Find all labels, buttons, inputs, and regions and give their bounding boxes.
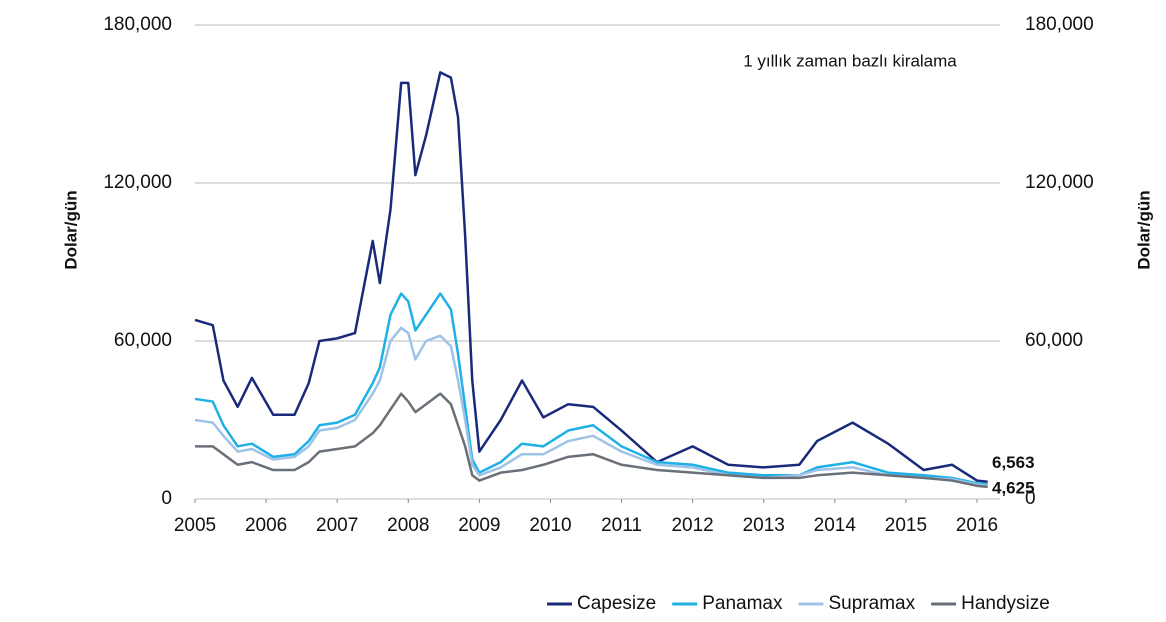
series-line	[194, 326, 988, 488]
x-tick-label: 2010	[529, 515, 571, 536]
legend-label: Panamax	[702, 593, 783, 614]
x-tick-label: 2011	[601, 515, 642, 536]
x-tick-label: 2008	[387, 515, 429, 536]
series-line	[194, 71, 988, 483]
y2-tick-label: 120,000	[1025, 172, 1094, 193]
x-tick-label: 2005	[174, 515, 216, 536]
y2-axis-label: Dolar/gün	[1134, 190, 1153, 269]
x-tick-label: 2014	[814, 515, 857, 536]
x-tick-label: 2015	[885, 515, 927, 536]
end-label: 6,563	[992, 453, 1035, 472]
y-tick-label: 120,000	[103, 172, 172, 193]
x-tick-label: 2016	[956, 515, 998, 536]
y-axis-label: Dolar/gün	[61, 190, 80, 269]
legend-label: Supramax	[829, 593, 916, 614]
legend-label: Capesize	[577, 593, 656, 614]
series-line	[195, 392, 988, 489]
x-tick-label: 2013	[743, 515, 785, 536]
x-tick-label: 2012	[671, 515, 713, 536]
y-tick-label: 0	[161, 488, 172, 509]
legend-label: Handysize	[961, 593, 1050, 614]
y2-tick-label: 0	[1025, 488, 1036, 509]
x-tick-label: 2009	[458, 515, 500, 536]
y2-tick-label: 60,000	[1025, 330, 1083, 351]
annotation: 1 yıllık zaman bazlı kiralama	[743, 51, 957, 70]
x-tick-label: 2007	[316, 515, 358, 536]
y2-tick-label: 180,000	[1025, 14, 1094, 35]
y-tick-label: 180,000	[103, 14, 172, 35]
end-label: 4,625	[992, 478, 1035, 497]
y-tick-label: 60,000	[114, 330, 172, 351]
x-tick-label: 2006	[245, 515, 287, 536]
